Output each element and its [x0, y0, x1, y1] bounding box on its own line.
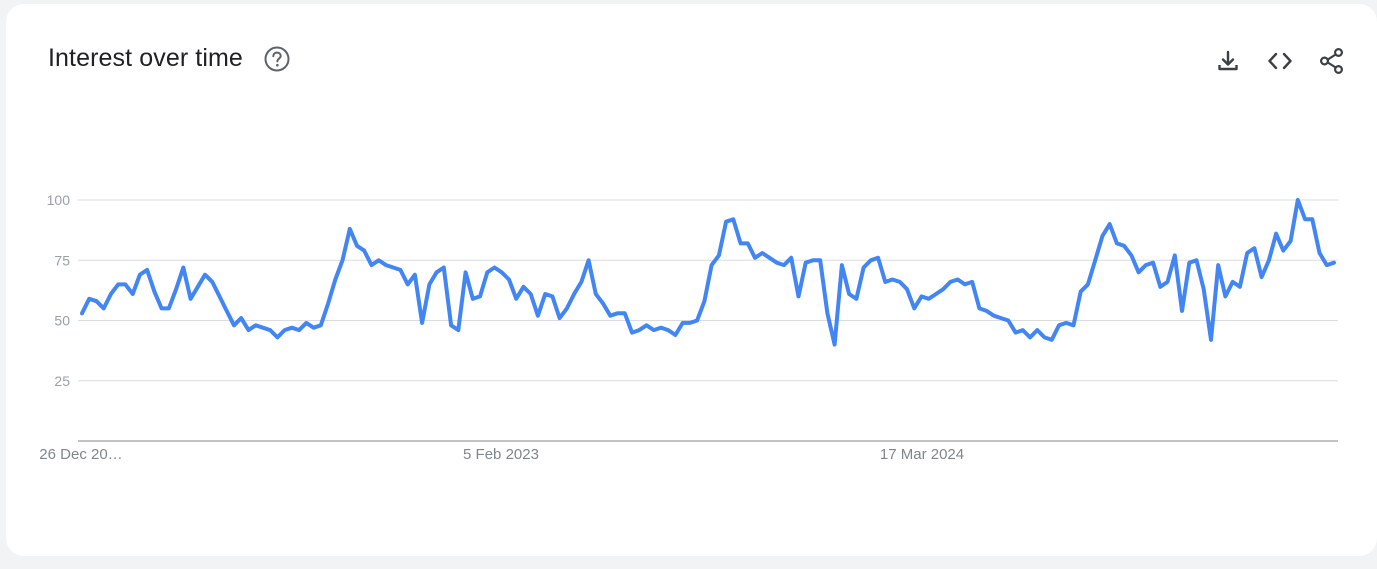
- y-tick-label: 25: [54, 373, 70, 389]
- help-circle-icon[interactable]: [263, 45, 291, 73]
- share-icon: [1319, 47, 1344, 75]
- series-line: [80, 198, 1336, 347]
- card-header: Interest over time: [48, 44, 291, 73]
- y-tick-label: 100: [47, 192, 71, 208]
- code-icon: [1268, 52, 1292, 70]
- x-tick-label: 5 Feb 2023: [463, 446, 539, 463]
- chart-title: Interest over time: [48, 44, 243, 72]
- embed-button[interactable]: [1265, 46, 1295, 76]
- download-icon: [1218, 50, 1238, 71]
- x-tick-label: 17 Mar 2024: [880, 446, 964, 463]
- interest-over-time-card: Interest over time: [6, 4, 1377, 556]
- share-button[interactable]: [1317, 46, 1347, 76]
- chart-actions: [1213, 46, 1347, 76]
- x-tick-label: 26 Dec 20…: [39, 446, 122, 463]
- y-tick-label: 50: [54, 313, 70, 329]
- y-tick-label: 75: [54, 252, 70, 268]
- download-button[interactable]: [1213, 46, 1243, 76]
